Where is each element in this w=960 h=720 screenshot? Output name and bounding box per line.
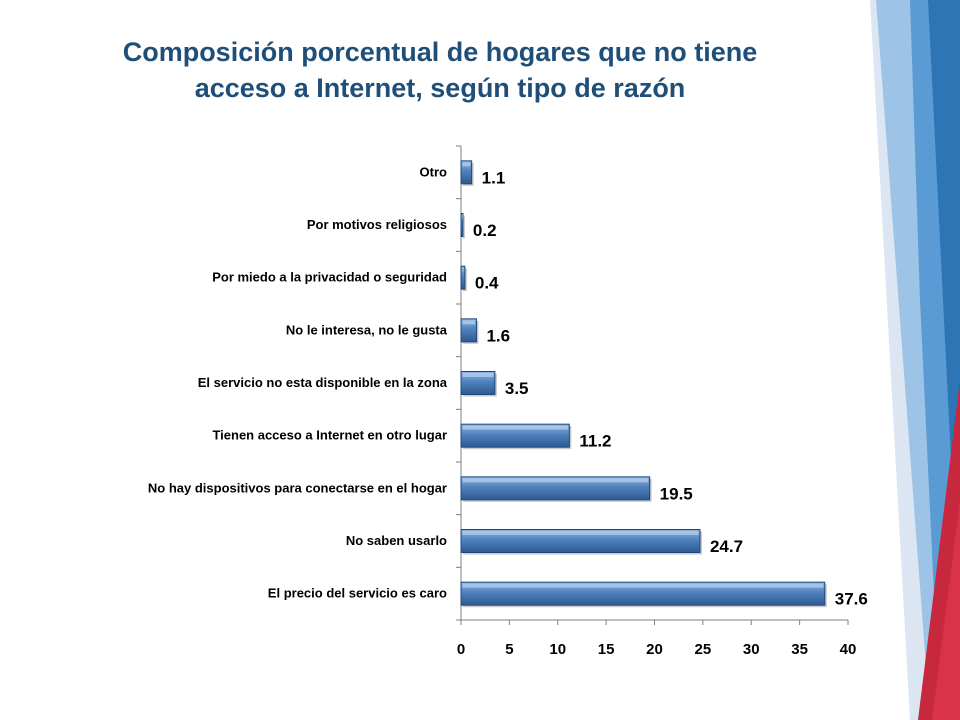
x-tick-label: 25 bbox=[695, 641, 712, 658]
category-label: El precio del servicio es caro bbox=[268, 586, 447, 601]
value-label: 1.1 bbox=[482, 168, 506, 187]
decorative-side-banner bbox=[870, 0, 960, 720]
bar bbox=[460, 529, 701, 553]
category-label: Por motivos religiosos bbox=[307, 217, 447, 232]
bar-highlight bbox=[462, 583, 824, 588]
category-label: No hay dispositivos para conectarse en e… bbox=[148, 480, 447, 495]
title-line-2: acceso a Internet, según tipo de razón bbox=[194, 73, 686, 103]
value-label: 0.2 bbox=[473, 221, 497, 240]
bar bbox=[460, 160, 473, 185]
category-label: No saben usarlo bbox=[346, 533, 447, 548]
value-label: 24.7 bbox=[710, 537, 743, 556]
bar-highlight bbox=[462, 425, 568, 430]
page-title: Composición porcentual de hogares que no… bbox=[40, 34, 840, 106]
x-tick-label: 10 bbox=[549, 641, 566, 658]
bar bbox=[460, 371, 496, 395]
bar-chart: 0 5 10 15 20 25 30 35 40 Otro 1.1 Por motivos relig… bbox=[148, 145, 868, 658]
x-tick-label: 35 bbox=[791, 641, 808, 658]
value-label: 11.2 bbox=[579, 432, 611, 451]
x-tick-label: 15 bbox=[598, 641, 615, 658]
bar-highlight bbox=[462, 267, 464, 272]
value-label: 19.5 bbox=[660, 484, 693, 503]
category-label: Por miedo a la privacidad o seguridad bbox=[212, 270, 447, 285]
category-label: El servicio no esta disponible en la zon… bbox=[198, 375, 448, 390]
bar-highlight bbox=[462, 162, 471, 167]
x-tick-label: 20 bbox=[646, 641, 663, 658]
bar bbox=[460, 476, 651, 501]
category-label: Tienen acceso a Internet en otro lugar bbox=[212, 428, 447, 443]
category-label: No le interesa, no le gusta bbox=[286, 322, 448, 337]
bar bbox=[460, 265, 466, 290]
value-label: 37.6 bbox=[835, 590, 868, 609]
bar-highlight bbox=[462, 478, 649, 483]
bar-highlight bbox=[462, 373, 494, 377]
bar-highlight bbox=[462, 215, 463, 219]
bar bbox=[460, 581, 826, 606]
x-tick-label: 30 bbox=[743, 641, 760, 658]
bar-highlight bbox=[462, 531, 699, 535]
bar bbox=[460, 213, 464, 237]
category-label: Otro bbox=[420, 164, 448, 179]
bar-shadow bbox=[463, 215, 465, 239]
plot-area: 0 5 10 15 20 25 30 35 40 Otro 1.1 Por motivos relig… bbox=[148, 145, 868, 658]
bar bbox=[460, 423, 570, 448]
bar-highlight bbox=[462, 320, 475, 325]
title-line-1: Composición porcentual de hogares que no… bbox=[122, 37, 758, 67]
x-tick-label: 0 bbox=[457, 641, 465, 658]
bar bbox=[460, 318, 477, 343]
value-label: 1.6 bbox=[486, 326, 510, 345]
banner-stripe-pale bbox=[870, 0, 930, 720]
x-tick-label: 40 bbox=[840, 641, 857, 658]
value-label: 0.4 bbox=[475, 274, 499, 293]
banner-stripe-red-light bbox=[932, 500, 960, 720]
value-label: 3.5 bbox=[505, 379, 529, 398]
x-tick-label: 5 bbox=[505, 641, 513, 658]
